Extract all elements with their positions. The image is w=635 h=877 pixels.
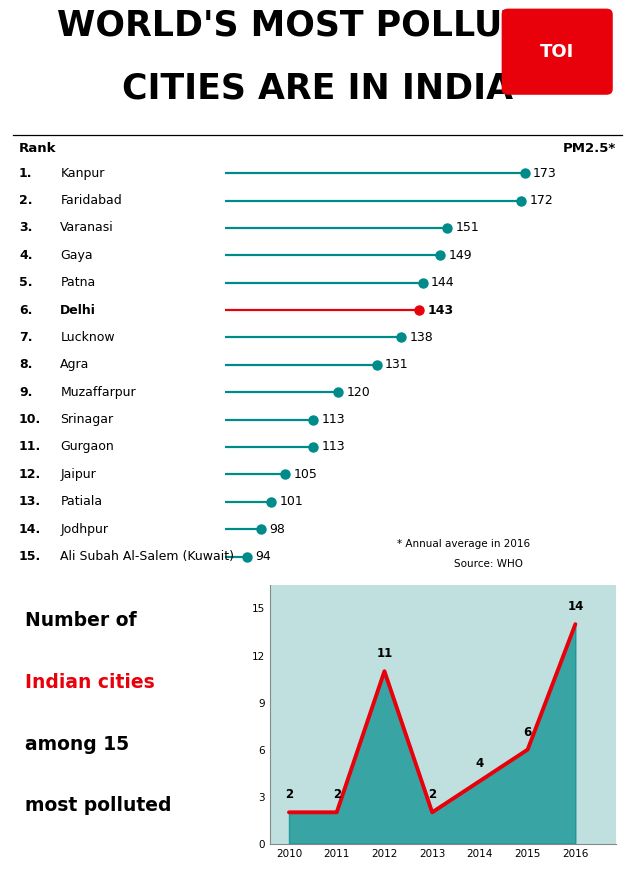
Text: WORLD'S MOST POLLUTED: WORLD'S MOST POLLUTED: [57, 9, 578, 43]
Text: 15.: 15.: [19, 550, 41, 563]
Text: 138: 138: [410, 331, 434, 344]
Text: 13.: 13.: [19, 496, 41, 509]
Text: Number of: Number of: [25, 611, 137, 631]
Text: 11.: 11.: [19, 440, 41, 453]
Text: 113: 113: [322, 413, 345, 426]
Text: 113: 113: [322, 440, 345, 453]
Text: 2: 2: [333, 788, 341, 802]
Text: 1.: 1.: [19, 167, 32, 180]
Text: CITIES ARE IN INDIA: CITIES ARE IN INDIA: [122, 72, 513, 106]
Text: 3.: 3.: [19, 221, 32, 234]
Text: Indian cities: Indian cities: [25, 673, 155, 692]
Text: * Annual average in 2016: * Annual average in 2016: [397, 538, 530, 549]
Text: 4.: 4.: [19, 249, 32, 262]
Text: Jodhpur: Jodhpur: [60, 523, 109, 536]
Text: 14.: 14.: [19, 523, 41, 536]
Text: Lucknow: Lucknow: [60, 331, 115, 344]
Text: 14: 14: [567, 600, 584, 613]
Text: 6: 6: [523, 725, 531, 738]
Text: 144: 144: [431, 276, 455, 289]
Text: 2: 2: [285, 788, 293, 802]
Text: 2: 2: [428, 788, 436, 802]
Text: 12.: 12.: [19, 467, 41, 481]
Text: Ali Subah Al-Salem (Kuwait): Ali Subah Al-Salem (Kuwait): [60, 550, 234, 563]
Text: 8.: 8.: [19, 359, 32, 371]
FancyBboxPatch shape: [502, 9, 613, 95]
Text: 11: 11: [377, 647, 392, 660]
Text: Muzaffarpur: Muzaffarpur: [60, 386, 136, 399]
Text: Agra: Agra: [60, 359, 90, 371]
Text: 9.: 9.: [19, 386, 32, 399]
Text: among 15: among 15: [25, 735, 130, 753]
Text: 105: 105: [293, 467, 318, 481]
Text: Patna: Patna: [60, 276, 96, 289]
Text: 120: 120: [346, 386, 370, 399]
Text: 143: 143: [427, 303, 453, 317]
Text: Gaya: Gaya: [60, 249, 93, 262]
Text: 2.: 2.: [19, 194, 32, 207]
Text: 149: 149: [448, 249, 472, 262]
Text: 5.: 5.: [19, 276, 32, 289]
Text: 10.: 10.: [19, 413, 41, 426]
Text: Faridabad: Faridabad: [60, 194, 122, 207]
Text: 94: 94: [255, 550, 271, 563]
Text: Source: WHO: Source: WHO: [454, 559, 523, 568]
Text: 172: 172: [530, 194, 553, 207]
Text: Delhi: Delhi: [60, 303, 96, 317]
Text: 131: 131: [385, 359, 409, 371]
Text: Varanasi: Varanasi: [60, 221, 114, 234]
Text: Kanpur: Kanpur: [60, 167, 105, 180]
Text: TOI: TOI: [540, 43, 574, 61]
Text: most polluted: most polluted: [25, 796, 172, 816]
Text: Patiala: Patiala: [60, 496, 102, 509]
Text: 98: 98: [269, 523, 284, 536]
Text: 7.: 7.: [19, 331, 32, 344]
Text: Jaipur: Jaipur: [60, 467, 96, 481]
Text: 6.: 6.: [19, 303, 32, 317]
Text: 173: 173: [533, 167, 557, 180]
Text: Rank: Rank: [19, 142, 57, 155]
Text: 151: 151: [455, 221, 479, 234]
Text: 4: 4: [476, 757, 484, 770]
Text: PM2.5*: PM2.5*: [563, 142, 616, 155]
Text: Gurgaon: Gurgaon: [60, 440, 114, 453]
Text: 101: 101: [279, 496, 303, 509]
Text: Srinagar: Srinagar: [60, 413, 114, 426]
